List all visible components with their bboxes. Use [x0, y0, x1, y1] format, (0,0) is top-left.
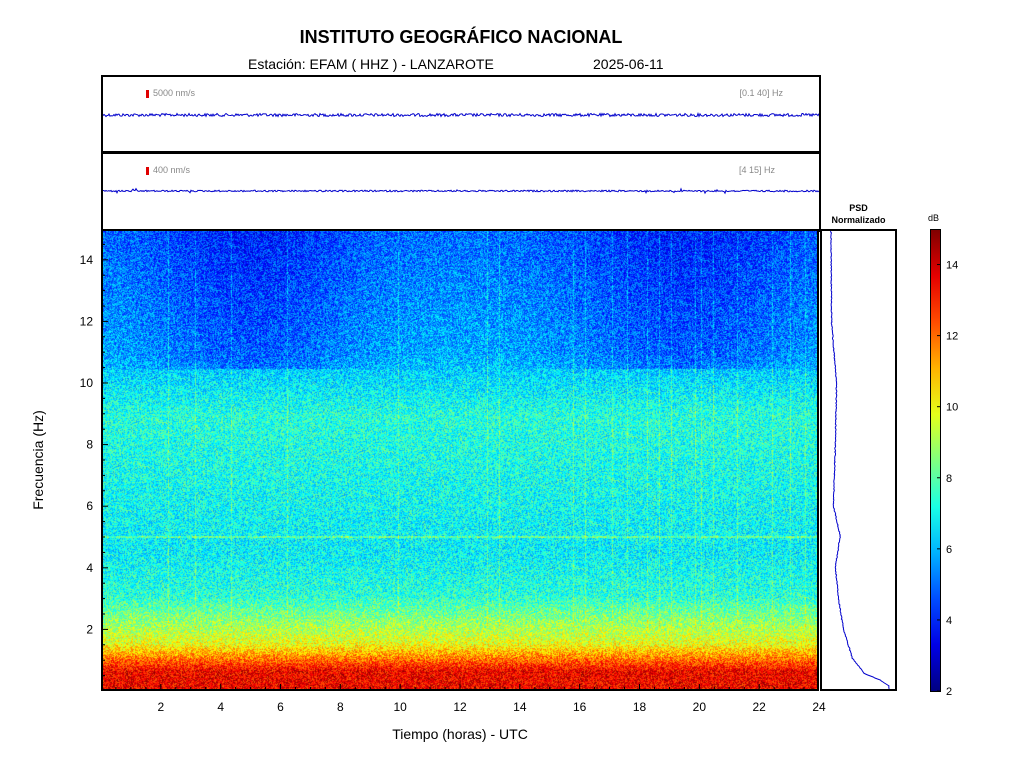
spectrogram-image: [103, 231, 817, 689]
psd-title: PSD Normalizado: [820, 202, 897, 226]
amplitude-scale-label: 400 nm/s: [153, 165, 191, 175]
colorbar-tick-label: 8: [946, 473, 952, 485]
trace-line: [103, 187, 819, 195]
filter-band-label: [4 15] Hz: [738, 165, 775, 175]
y-tick-label: 10: [80, 376, 94, 390]
psd-title-line2: Normalizado: [831, 215, 886, 225]
x-tick-label: 16: [573, 700, 587, 714]
x-tick-label: 24: [812, 700, 826, 714]
colorbar-tick-label: 12: [946, 331, 958, 343]
spectrogram: [101, 229, 819, 691]
colorbar-tick-label: 4: [946, 615, 952, 627]
filtered-trace-panel: 400 nm/s [4 15] Hz: [101, 152, 821, 232]
psd-title-line1: PSD: [849, 203, 868, 213]
colorbar-unit: dB: [928, 213, 940, 223]
colorbar: [930, 229, 941, 692]
broadband-trace-panel: 5000 nm/s [0.1 40] Hz: [101, 75, 821, 153]
y-axis-label: Frecuencia (Hz): [30, 410, 46, 510]
y-tick-label: 4: [86, 561, 93, 575]
station-label: Estación: EFAM ( HHZ ) - LANZAROTE: [248, 56, 494, 72]
x-axis-label: Tiempo (horas) - UTC: [392, 726, 528, 742]
y-tick-label: 6: [86, 499, 93, 513]
psd-curve: [830, 230, 890, 690]
x-tick-label: 20: [693, 700, 707, 714]
chart-title: INSTITUTO GEOGRÁFICO NACIONAL: [299, 27, 623, 47]
x-tick-label: 14: [513, 700, 527, 714]
x-tick-label: 18: [633, 700, 647, 714]
date-label: 2025-06-11: [593, 56, 664, 72]
colorbar-tick-label: 10: [946, 402, 958, 414]
amplitude-scale-bar: [146, 90, 149, 98]
colorbar-tick-label: 2: [946, 686, 952, 698]
colorbar-tick-label: 14: [946, 260, 958, 272]
amplitude-scale-bar: [146, 167, 149, 175]
seismic-trace-filtered: [103, 187, 819, 195]
x-tick-label: 6: [277, 700, 284, 714]
psd-panel: [820, 229, 897, 691]
x-tick-label: 22: [752, 700, 766, 714]
seismic-trace-broadband: [103, 112, 819, 118]
psd-line: [830, 230, 890, 690]
filter-band-label: [0.1 40] Hz: [739, 88, 783, 98]
y-tick-label: 2: [86, 622, 93, 636]
x-tick-label: 10: [393, 700, 407, 714]
y-tick-label: 8: [86, 438, 93, 452]
amplitude-scale-label: 5000 nm/s: [153, 88, 196, 98]
colorbar-tick-label: 6: [946, 544, 952, 556]
x-tick-label: 2: [157, 700, 164, 714]
y-tick-label: 12: [80, 314, 94, 328]
x-tick-label: 12: [453, 700, 467, 714]
trace-line: [103, 112, 819, 118]
x-tick-label: 8: [337, 700, 344, 714]
y-tick-label: 14: [80, 253, 94, 267]
x-tick-label: 4: [217, 700, 224, 714]
